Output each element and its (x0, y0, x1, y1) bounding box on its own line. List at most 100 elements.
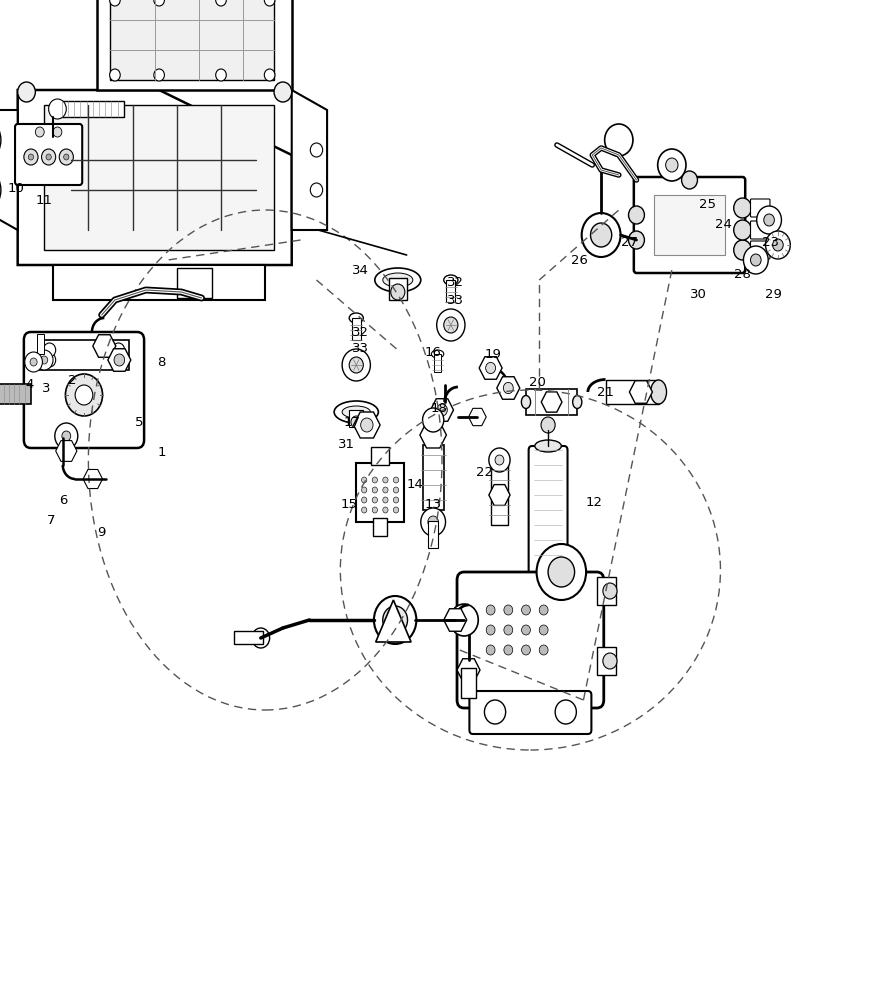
Circle shape (28, 154, 34, 160)
Circle shape (743, 246, 768, 274)
Circle shape (555, 700, 576, 724)
Text: 22: 22 (476, 466, 493, 479)
Circle shape (393, 507, 399, 513)
Circle shape (486, 645, 495, 655)
Bar (434, 354, 441, 372)
Text: 19: 19 (484, 349, 502, 361)
Circle shape (342, 349, 370, 381)
Circle shape (59, 149, 73, 165)
Circle shape (591, 223, 612, 247)
Circle shape (310, 183, 323, 197)
Circle shape (35, 350, 53, 370)
Text: 33: 33 (352, 342, 370, 355)
Circle shape (605, 124, 633, 156)
Circle shape (393, 477, 399, 483)
Circle shape (64, 154, 69, 160)
Circle shape (629, 231, 644, 249)
Polygon shape (53, 265, 265, 300)
Circle shape (112, 343, 125, 357)
Circle shape (751, 254, 761, 266)
Text: 17: 17 (343, 416, 361, 428)
Circle shape (541, 417, 555, 433)
Circle shape (421, 508, 446, 536)
Text: 20: 20 (529, 375, 546, 388)
Circle shape (682, 171, 697, 189)
Circle shape (362, 477, 367, 483)
FancyBboxPatch shape (469, 691, 591, 734)
Ellipse shape (444, 275, 458, 285)
Circle shape (43, 343, 56, 357)
Circle shape (154, 69, 164, 81)
Circle shape (45, 128, 61, 146)
FancyBboxPatch shape (457, 572, 604, 708)
Circle shape (539, 605, 548, 615)
Circle shape (110, 69, 120, 81)
Circle shape (629, 206, 644, 224)
Text: 7: 7 (47, 514, 56, 526)
Text: 21: 21 (597, 385, 614, 398)
Circle shape (666, 158, 678, 172)
Circle shape (362, 497, 367, 503)
Circle shape (603, 583, 617, 599)
Circle shape (216, 69, 226, 81)
Text: 30: 30 (690, 288, 707, 302)
Bar (491, 460, 508, 525)
Circle shape (503, 382, 514, 394)
Bar (597, 647, 616, 675)
Circle shape (41, 356, 48, 364)
Circle shape (372, 487, 377, 493)
Text: 11: 11 (35, 194, 53, 207)
Ellipse shape (573, 395, 582, 408)
Text: 9: 9 (97, 526, 106, 538)
Circle shape (374, 596, 416, 644)
Ellipse shape (535, 440, 561, 452)
Circle shape (504, 645, 513, 655)
Circle shape (154, 0, 164, 6)
Circle shape (46, 154, 51, 160)
Circle shape (383, 487, 388, 493)
Circle shape (351, 416, 362, 428)
Polygon shape (97, 0, 292, 90)
Circle shape (658, 149, 686, 181)
Text: 14: 14 (407, 479, 424, 491)
Circle shape (383, 507, 388, 513)
Circle shape (383, 497, 388, 503)
Circle shape (734, 220, 751, 240)
Text: 32: 32 (446, 275, 464, 288)
Text: 18: 18 (431, 401, 448, 414)
Bar (352, 318, 361, 340)
Circle shape (437, 404, 447, 416)
Circle shape (30, 358, 37, 366)
Circle shape (757, 206, 781, 234)
Bar (654, 195, 725, 255)
Circle shape (383, 477, 388, 483)
Bar (597, 577, 616, 605)
Circle shape (537, 544, 586, 600)
Text: 31: 31 (338, 438, 355, 452)
Text: 5: 5 (135, 416, 144, 428)
Circle shape (274, 82, 292, 102)
Circle shape (486, 605, 495, 615)
Circle shape (393, 487, 399, 493)
Circle shape (539, 625, 548, 635)
Circle shape (110, 0, 120, 6)
FancyBboxPatch shape (24, 332, 144, 448)
Circle shape (372, 497, 377, 503)
Bar (373, 518, 387, 536)
Circle shape (393, 497, 399, 503)
Ellipse shape (651, 380, 667, 404)
FancyBboxPatch shape (751, 241, 770, 259)
Circle shape (18, 82, 35, 102)
Text: 23: 23 (762, 235, 780, 248)
Circle shape (495, 455, 504, 465)
Polygon shape (18, 90, 292, 265)
Ellipse shape (383, 273, 413, 287)
Text: 25: 25 (698, 198, 716, 212)
FancyBboxPatch shape (529, 446, 568, 574)
Polygon shape (376, 600, 411, 642)
Bar (57, 101, 124, 117)
Circle shape (484, 700, 506, 724)
Circle shape (428, 516, 438, 528)
Circle shape (766, 231, 790, 259)
Text: 16: 16 (424, 346, 442, 359)
